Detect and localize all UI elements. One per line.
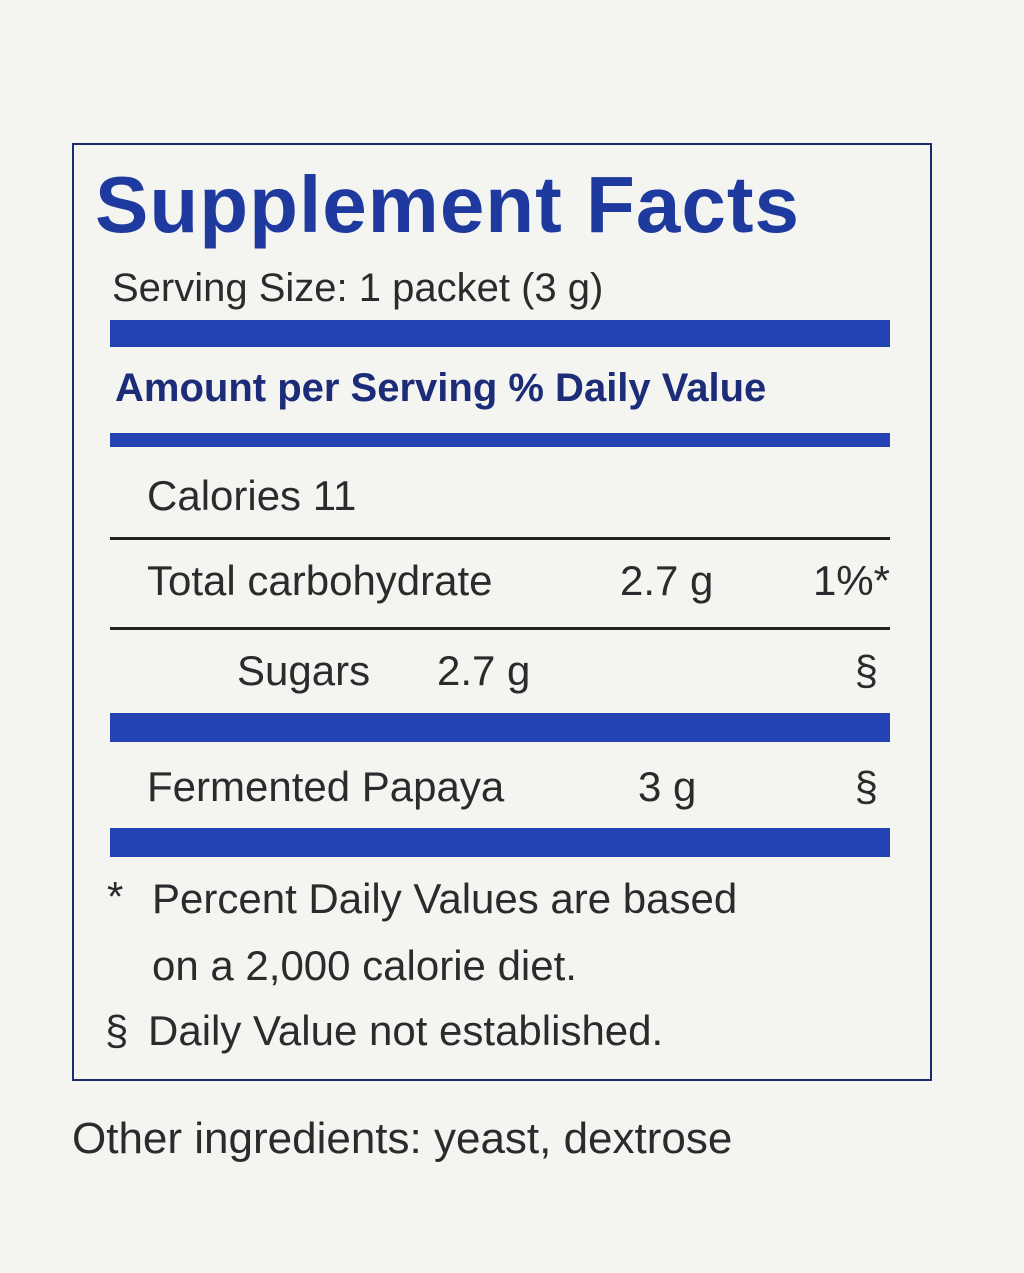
- row-amount: 2.7 g: [620, 557, 714, 604]
- row-rule: [110, 537, 890, 540]
- footnote-mark: §: [105, 1007, 129, 1054]
- row-amount: 3 g: [638, 763, 697, 810]
- title: Supplement Facts: [95, 160, 801, 249]
- thin-bar: [110, 433, 890, 447]
- row-name: Sugars: [237, 647, 371, 694]
- row-dv: §: [854, 763, 878, 810]
- footnote-text: Percent Daily Values are based: [152, 875, 738, 922]
- row-dv: §: [854, 647, 878, 694]
- footnote-mark: *: [107, 873, 124, 920]
- row-name: Fermented Papaya: [147, 763, 505, 810]
- other-ingredients: Other ingredients: yeast, dextrose: [72, 1114, 733, 1163]
- serving-size: Serving Size: 1 packet (3 g): [112, 266, 604, 310]
- thick-bar: [110, 713, 890, 742]
- column-header: Amount per Serving % Daily Value: [115, 366, 767, 410]
- row-name: Calories 11: [147, 472, 357, 519]
- thick-bar: [110, 320, 890, 347]
- footnote-text: on a 2,000 calorie diet.: [152, 942, 577, 989]
- thick-bar: [110, 828, 890, 857]
- label-border: [72, 143, 932, 1081]
- footnote-text: Daily Value not established.: [148, 1007, 664, 1054]
- row-amount: 2.7 g: [437, 647, 531, 694]
- row-rule: [110, 627, 890, 630]
- row-dv: 1%*: [812, 557, 890, 604]
- row-name: Total carbohydrate: [147, 557, 493, 604]
